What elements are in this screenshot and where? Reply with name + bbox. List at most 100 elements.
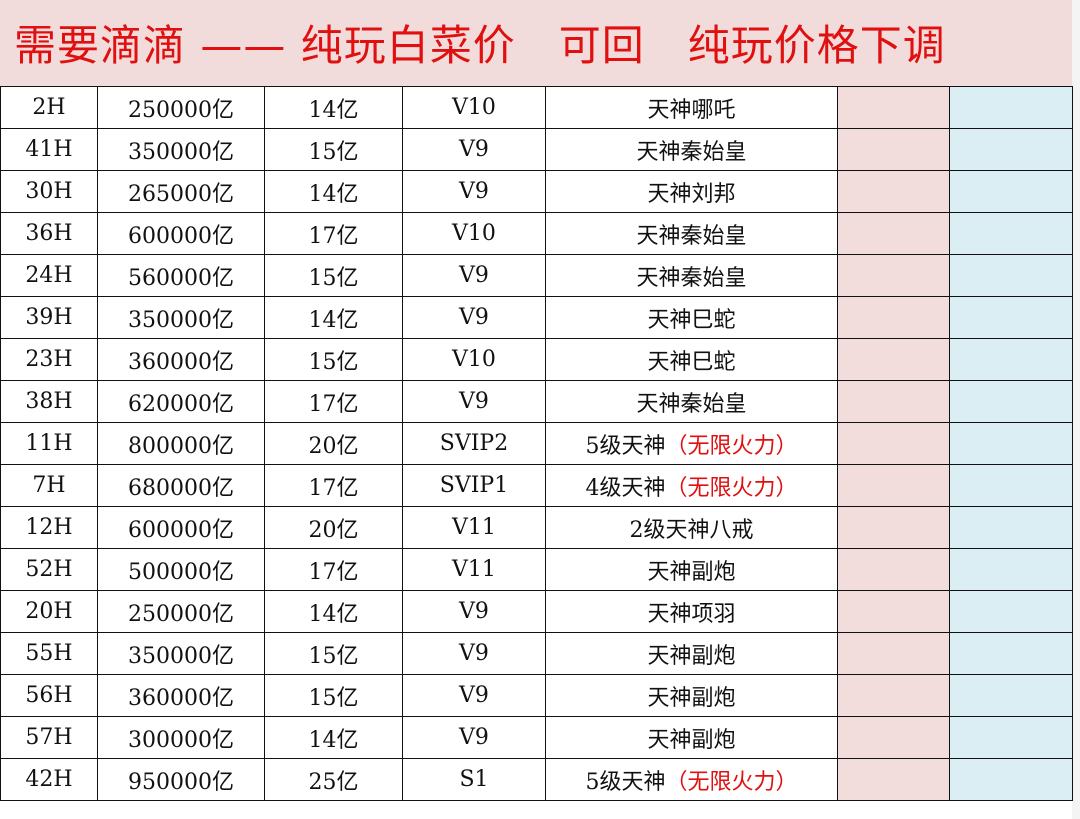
- empty-cell-blue[interactable]: [949, 464, 1073, 507]
- cell-price[interactable]: 20亿: [264, 422, 403, 465]
- empty-cell-pink[interactable]: [837, 338, 950, 381]
- cell-desc[interactable]: 5级天神（无限火力）: [545, 422, 838, 465]
- cell-desc[interactable]: 天神秦始皇: [545, 380, 838, 423]
- cell-vip[interactable]: V9: [402, 716, 546, 759]
- cell-vip[interactable]: V9: [402, 380, 546, 423]
- cell-price[interactable]: 17亿: [264, 380, 403, 423]
- empty-cell-pink[interactable]: [837, 422, 950, 465]
- cell-vip[interactable]: V9: [402, 590, 546, 633]
- cell-vip[interactable]: V11: [402, 548, 546, 591]
- cell-desc[interactable]: 天神秦始皇: [545, 128, 838, 171]
- cell-server[interactable]: 36H: [0, 212, 98, 255]
- cell-server[interactable]: 24H: [0, 254, 98, 297]
- cell-power[interactable]: 560000亿: [97, 254, 265, 297]
- cell-power[interactable]: 360000亿: [97, 674, 265, 717]
- empty-cell-blue[interactable]: [949, 86, 1073, 129]
- empty-cell-blue[interactable]: [949, 590, 1073, 633]
- cell-price[interactable]: 14亿: [264, 590, 403, 633]
- cell-server[interactable]: 12H: [0, 506, 98, 549]
- cell-power[interactable]: 350000亿: [97, 632, 265, 675]
- empty-cell-blue[interactable]: [949, 212, 1073, 255]
- empty-cell-blue[interactable]: [949, 548, 1073, 591]
- cell-server[interactable]: 57H: [0, 716, 98, 759]
- cell-vip[interactable]: SVIP2: [402, 422, 546, 465]
- empty-cell-blue[interactable]: [949, 674, 1073, 717]
- cell-desc[interactable]: 天神副炮: [545, 674, 838, 717]
- cell-power[interactable]: 350000亿: [97, 296, 265, 339]
- cell-power[interactable]: 250000亿: [97, 590, 265, 633]
- cell-price[interactable]: 20亿: [264, 506, 403, 549]
- cell-server[interactable]: 41H: [0, 128, 98, 171]
- empty-cell-pink[interactable]: [837, 716, 950, 759]
- cell-price[interactable]: 14亿: [264, 170, 403, 213]
- cell-power[interactable]: 950000亿: [97, 758, 265, 801]
- cell-price[interactable]: 15亿: [264, 674, 403, 717]
- cell-price[interactable]: 14亿: [264, 716, 403, 759]
- cell-power[interactable]: 600000亿: [97, 212, 265, 255]
- cell-server[interactable]: 52H: [0, 548, 98, 591]
- empty-cell-blue[interactable]: [949, 380, 1073, 423]
- cell-desc[interactable]: 天神项羽: [545, 590, 838, 633]
- empty-cell-blue[interactable]: [949, 422, 1073, 465]
- cell-server[interactable]: 42H: [0, 758, 98, 801]
- cell-server[interactable]: 38H: [0, 380, 98, 423]
- cell-power[interactable]: 360000亿: [97, 338, 265, 381]
- cell-vip[interactable]: SVIP1: [402, 464, 546, 507]
- empty-cell-pink[interactable]: [837, 590, 950, 633]
- cell-server[interactable]: 2H: [0, 86, 98, 129]
- empty-cell-pink[interactable]: [837, 86, 950, 129]
- empty-cell-blue[interactable]: [949, 254, 1073, 297]
- cell-desc[interactable]: 天神副炮: [545, 716, 838, 759]
- cell-desc[interactable]: 天神哪吒: [545, 86, 838, 129]
- empty-cell-blue[interactable]: [949, 128, 1073, 171]
- cell-price[interactable]: 15亿: [264, 254, 403, 297]
- cell-server[interactable]: 7H: [0, 464, 98, 507]
- cell-vip[interactable]: V9: [402, 632, 546, 675]
- empty-cell-pink[interactable]: [837, 380, 950, 423]
- cell-power[interactable]: 620000亿: [97, 380, 265, 423]
- cell-desc[interactable]: 天神巳蛇: [545, 296, 838, 339]
- cell-power[interactable]: 300000亿: [97, 716, 265, 759]
- cell-desc[interactable]: 天神巳蛇: [545, 338, 838, 381]
- cell-power[interactable]: 265000亿: [97, 170, 265, 213]
- cell-power[interactable]: 600000亿: [97, 506, 265, 549]
- cell-power[interactable]: 800000亿: [97, 422, 265, 465]
- cell-price[interactable]: 15亿: [264, 128, 403, 171]
- cell-price[interactable]: 15亿: [264, 632, 403, 675]
- cell-server[interactable]: 11H: [0, 422, 98, 465]
- empty-cell-pink[interactable]: [837, 212, 950, 255]
- empty-cell-blue[interactable]: [949, 506, 1073, 549]
- cell-vip[interactable]: V9: [402, 128, 546, 171]
- cell-server[interactable]: 55H: [0, 632, 98, 675]
- cell-server[interactable]: 20H: [0, 590, 98, 633]
- cell-desc[interactable]: 天神刘邦: [545, 170, 838, 213]
- cell-server[interactable]: 30H: [0, 170, 98, 213]
- cell-power[interactable]: 500000亿: [97, 548, 265, 591]
- empty-cell-pink[interactable]: [837, 254, 950, 297]
- empty-cell-blue[interactable]: [949, 338, 1073, 381]
- cell-desc[interactable]: 天神秦始皇: [545, 212, 838, 255]
- cell-desc[interactable]: 2级天神八戒: [545, 506, 838, 549]
- cell-price[interactable]: 17亿: [264, 464, 403, 507]
- cell-power[interactable]: 350000亿: [97, 128, 265, 171]
- cell-desc[interactable]: 天神秦始皇: [545, 254, 838, 297]
- cell-price[interactable]: 14亿: [264, 86, 403, 129]
- cell-price[interactable]: 15亿: [264, 338, 403, 381]
- empty-cell-pink[interactable]: [837, 632, 950, 675]
- cell-vip[interactable]: V10: [402, 212, 546, 255]
- cell-price[interactable]: 25亿: [264, 758, 403, 801]
- cell-vip[interactable]: S1: [402, 758, 546, 801]
- empty-cell-pink[interactable]: [837, 548, 950, 591]
- cell-vip[interactable]: V9: [402, 170, 546, 213]
- cell-power[interactable]: 680000亿: [97, 464, 265, 507]
- empty-cell-blue[interactable]: [949, 296, 1073, 339]
- cell-vip[interactable]: V9: [402, 674, 546, 717]
- empty-cell-blue[interactable]: [949, 632, 1073, 675]
- cell-desc[interactable]: 4级天神（无限火力）: [545, 464, 838, 507]
- empty-cell-pink[interactable]: [837, 296, 950, 339]
- cell-vip[interactable]: V10: [402, 338, 546, 381]
- cell-price[interactable]: 14亿: [264, 296, 403, 339]
- empty-cell-pink[interactable]: [837, 128, 950, 171]
- empty-cell-blue[interactable]: [949, 716, 1073, 759]
- cell-vip[interactable]: V11: [402, 506, 546, 549]
